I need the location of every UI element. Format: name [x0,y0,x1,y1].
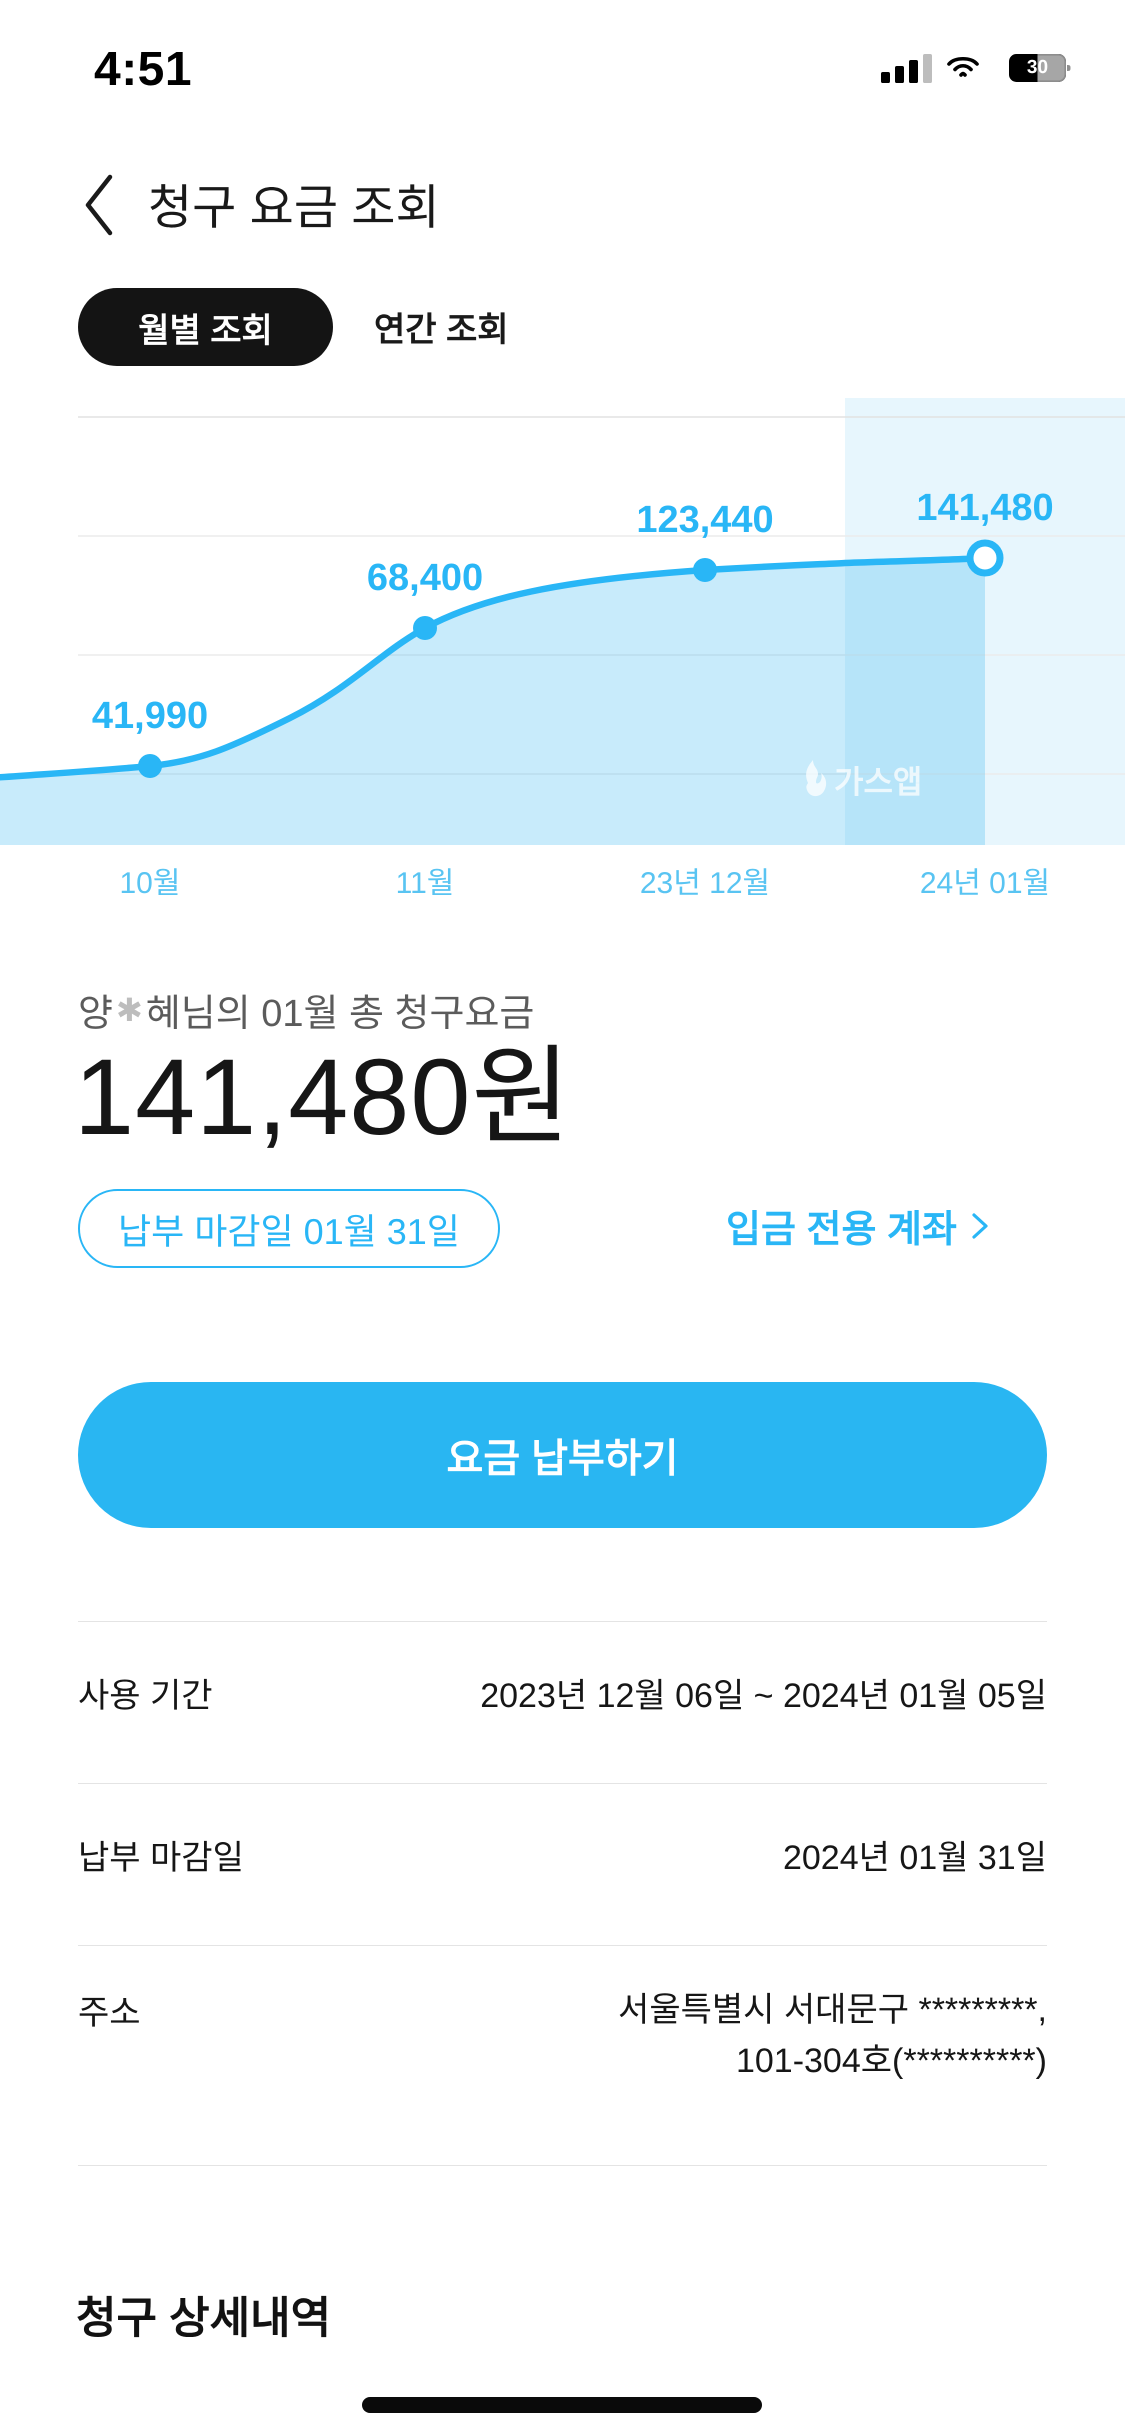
svg-text:68,400: 68,400 [367,557,483,599]
svg-text:11월: 11월 [396,867,455,898]
svg-text:10월: 10월 [120,867,181,898]
svg-text:141,480: 141,480 [916,487,1053,529]
svg-text:41,990: 41,990 [92,695,208,737]
svg-text:23년 12월: 23년 12월 [640,867,770,898]
svg-text:24년 01월: 24년 01월 [920,867,1050,898]
svg-text:가스앱: 가스앱 [834,764,922,800]
svg-text:123,440: 123,440 [636,499,773,541]
